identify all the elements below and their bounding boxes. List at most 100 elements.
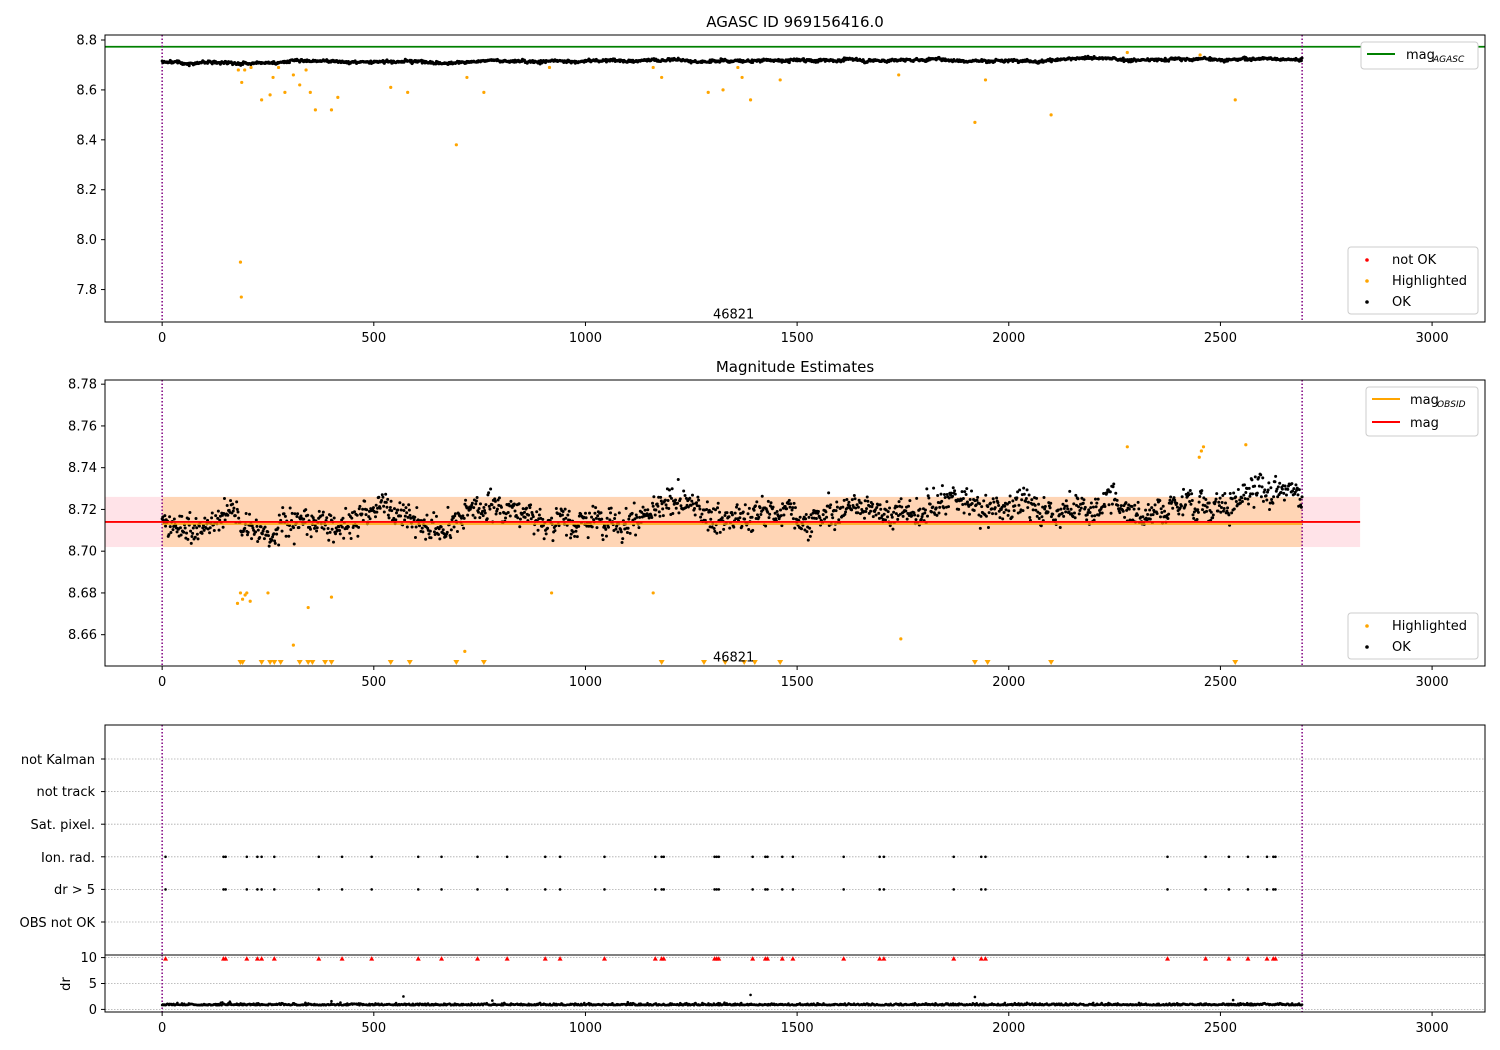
dr-flag (224, 888, 227, 891)
ok-point (706, 528, 710, 532)
ok-point (986, 525, 990, 529)
ok-point (243, 526, 247, 530)
y-tick-label: 8.76 (68, 419, 97, 434)
ok-point (284, 534, 288, 538)
ok-point (1051, 512, 1055, 516)
x-tick-label: 500 (361, 1021, 386, 1036)
ok-point (676, 477, 680, 481)
ok-point (1299, 59, 1303, 63)
ok-point (1246, 497, 1250, 501)
x-tick-label: 2500 (1204, 1021, 1237, 1036)
ok-point (487, 504, 491, 508)
ok-point (386, 497, 390, 501)
ok-point (775, 509, 779, 513)
ok-point (785, 507, 789, 511)
ok-point (332, 516, 336, 520)
ok-point (699, 515, 703, 519)
ok-point (690, 493, 694, 497)
ok-point (493, 499, 497, 503)
ok-point (564, 516, 568, 520)
ok-point (1062, 514, 1066, 518)
ok-point (640, 510, 644, 514)
ok-point (595, 526, 599, 530)
ok-point (643, 508, 647, 512)
ok-point (403, 518, 407, 522)
ok-point (634, 533, 638, 537)
ok-point (930, 510, 934, 514)
flag-label: Sat. pixel. (31, 818, 95, 833)
x-tick-label: 500 (361, 675, 386, 690)
ok-point (453, 512, 457, 516)
ok-point (758, 506, 762, 510)
ok-point (381, 495, 385, 499)
ok-point (829, 503, 833, 507)
ok-point (934, 506, 938, 510)
dr-flag (558, 888, 562, 891)
ok-point (1168, 498, 1172, 502)
ok-point (1133, 503, 1137, 507)
ion-rad-flag (245, 855, 249, 859)
ok-point (913, 513, 917, 517)
ok-point (189, 529, 193, 533)
ok-point (437, 527, 441, 531)
ok-point (169, 530, 173, 534)
ok-point (255, 524, 259, 528)
ok-point (1089, 501, 1093, 505)
ok-point (918, 507, 922, 511)
ok-point (688, 496, 692, 500)
ok-point (368, 517, 372, 521)
ok-point (1252, 505, 1256, 509)
dr-flag (164, 888, 167, 891)
ok-point (1275, 487, 1279, 491)
ok-point (517, 502, 521, 506)
ok-point (698, 507, 702, 511)
ok-point (809, 513, 813, 517)
ok-point (260, 532, 264, 536)
ok-point (236, 510, 240, 514)
ok-point (773, 511, 777, 515)
dr-flag (256, 888, 259, 891)
ok-point (187, 517, 191, 521)
ok-point (674, 498, 678, 502)
ok-point (1169, 495, 1173, 499)
ok-point (684, 496, 688, 500)
x-tick-label: 3000 (1416, 331, 1449, 346)
ok-point (311, 516, 315, 520)
ok-point (593, 511, 597, 515)
ok-point (882, 512, 886, 516)
ok-point (182, 530, 186, 534)
off-scale-marker (267, 660, 274, 665)
ok-point (723, 514, 727, 518)
ion-rad-flag (842, 855, 845, 859)
ok-point (200, 531, 204, 535)
ok-point (363, 499, 367, 503)
ok-point (1112, 482, 1116, 486)
ok-point (1121, 56, 1125, 60)
ok-point (637, 526, 641, 530)
ok-point (1012, 509, 1016, 513)
ok-point (1123, 515, 1127, 519)
ok-point (1299, 503, 1303, 507)
ok-point (848, 504, 852, 508)
ion-rad-flag (1246, 855, 1250, 859)
dr-flag (766, 888, 769, 891)
ok-point (998, 516, 1002, 520)
ok-point (357, 507, 361, 511)
y-tick-label: 5 (89, 977, 97, 992)
ok-point (1190, 492, 1194, 496)
magnitude-estimates-panel: Magnitude Estimates 0 500 1000 1500 2000 2500… (68, 358, 1486, 690)
ok-point (584, 516, 588, 520)
ok-point (422, 518, 426, 522)
ok-point (1001, 517, 1005, 521)
ok-point (1092, 518, 1096, 522)
ok-point (669, 496, 673, 500)
ok-point (693, 513, 697, 517)
ok-point (258, 535, 262, 539)
ok-point (266, 530, 270, 534)
highlighted-point (283, 90, 287, 94)
ok-point (186, 537, 190, 541)
ok-point (660, 502, 664, 506)
ok-point (541, 517, 545, 521)
ok-point (995, 496, 999, 500)
ok-point (237, 516, 241, 520)
